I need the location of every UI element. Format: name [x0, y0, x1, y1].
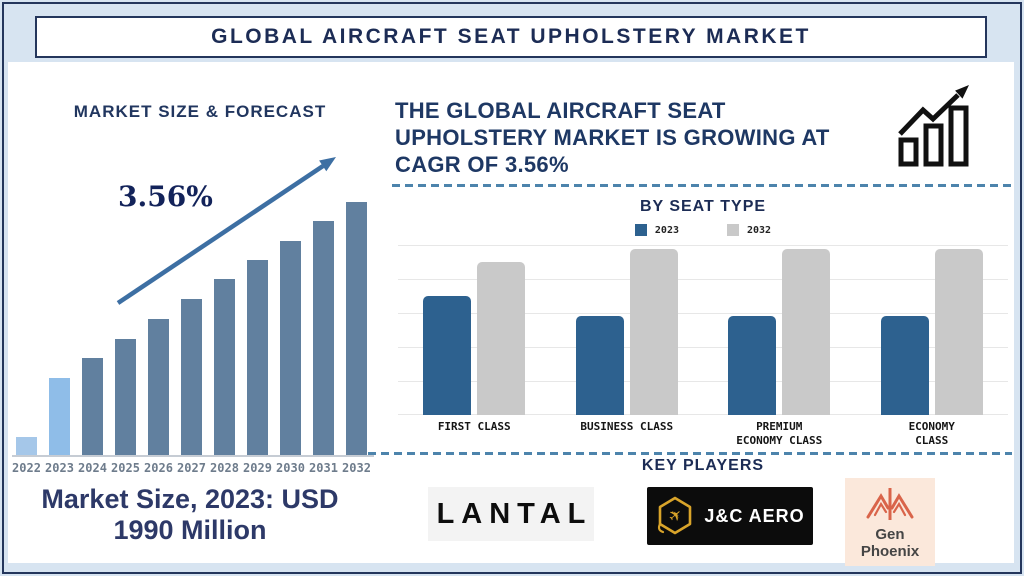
dashed-divider-top — [392, 184, 1012, 187]
cagr-percent-label: 3.56% — [118, 180, 213, 213]
gridline-2 — [398, 313, 1008, 314]
seat-type-heading: BY SEAT TYPE — [639, 198, 767, 215]
legend-label-2032: 2032 — [747, 224, 772, 236]
seat-bar-2032-1 — [629, 249, 678, 415]
key-players-heading: KEY PLAYERS — [641, 457, 765, 474]
seat-type-legend: 2023 2032 — [398, 224, 1008, 236]
market-bar-2030 — [280, 241, 301, 455]
year-label-2027: 2027 — [177, 461, 206, 475]
seat-bar-2023-2 — [728, 316, 777, 415]
seat-bar-2023-3 — [880, 316, 929, 415]
seat-bar-2032-2 — [782, 249, 831, 415]
seat-category-label-3: ECONOMY CLASS — [908, 420, 955, 447]
seat-category-label-2: PREMIUM ECONOMY CLASS — [736, 420, 823, 447]
seat-type-plot-area — [398, 245, 1008, 415]
year-label-2032: 2032 — [342, 461, 371, 475]
seat-type-bars — [398, 245, 1008, 415]
market-bar-2029 — [247, 260, 268, 455]
legend-item-2032: 2032 — [727, 224, 771, 236]
market-bar-2024 — [82, 358, 103, 455]
market-bar-2032 — [346, 202, 367, 455]
logo-gen-phoenix: Gen Phoenix — [845, 478, 935, 566]
trend-arrow-icon — [116, 157, 336, 305]
seat-bar-2023-0 — [423, 296, 472, 415]
market-size-heading: MARKET SIZE & FORECAST — [73, 102, 327, 121]
gridline-1 — [398, 279, 1008, 280]
market-size-note: Market Size, 2023: USD 1990 Million — [41, 484, 339, 545]
page-title: GLOBAL AIRCRAFT SEAT UPHOLSTERY MARKET — [211, 25, 811, 48]
market-bar-2023 — [49, 378, 70, 455]
year-label-2030: 2030 — [276, 461, 305, 475]
lantal-wordmark: LANTAL — [436, 497, 593, 530]
x-axis-line — [12, 455, 374, 457]
seat-category-label-1: BUSINESS CLASS — [580, 420, 674, 433]
legend-swatch-2023 — [634, 224, 647, 236]
growth-statement: THE GLOBAL AIRCRAFT SEAT UPHOLSTERY MARK… — [395, 98, 830, 177]
gridline-4 — [398, 381, 1008, 382]
logo-jc-aero: ✈ J&C AERO — [647, 487, 813, 545]
seat-type-category-labels: FIRST CLASS BUSINESS CLASS PREMIUM ECONOMY… — [398, 420, 1008, 448]
gridline-3 — [398, 347, 1008, 348]
seat-bar-2023-1 — [575, 316, 624, 415]
seat-group-2 — [703, 245, 856, 415]
market-bar-2028 — [214, 279, 235, 455]
legend-swatch-2032 — [727, 224, 739, 236]
year-label-2024: 2024 — [78, 461, 107, 475]
market-forecast-year-labels: 2022 2023 2024 2025 2026 2027 2028 2029 2030 2031… — [12, 461, 371, 477]
market-bar-2031 — [313, 221, 334, 455]
seat-group-3 — [856, 245, 1009, 415]
year-label-2028: 2028 — [210, 461, 239, 475]
seat-bar-2032-0 — [477, 262, 526, 415]
seat-group-0 — [398, 245, 551, 415]
logo-lantal: LANTAL — [428, 487, 594, 541]
legend-label-2023: 2023 — [654, 224, 679, 236]
growth-chart-icon — [898, 85, 969, 167]
jc-aero-hexagon-plane-icon: ✈ — [658, 496, 692, 535]
gen-phoenix-icon — [866, 487, 914, 520]
seat-bar-2032-3 — [934, 249, 983, 415]
market-bar-2025 — [115, 339, 136, 455]
dashed-divider-bottom — [368, 452, 1012, 455]
year-label-2026: 2026 — [144, 461, 173, 475]
svg-text:✈: ✈ — [666, 505, 687, 527]
seat-group-1 — [551, 245, 704, 415]
legend-item-2023: 2023 — [634, 224, 679, 236]
year-label-2031: 2031 — [309, 461, 338, 475]
market-bar-2027 — [181, 299, 202, 455]
year-label-2023: 2023 — [45, 461, 74, 475]
market-forecast-chart — [16, 195, 368, 455]
gridline-0 — [398, 245, 1008, 246]
gen-phoenix-wordmark: Gen Phoenix — [860, 525, 920, 560]
seat-category-label-0: FIRST CLASS — [437, 420, 511, 433]
year-label-2022: 2022 — [12, 461, 41, 475]
market-bar-2026 — [148, 319, 169, 455]
year-label-2025: 2025 — [111, 461, 140, 475]
market-bar-2022 — [16, 437, 37, 455]
jc-aero-wordmark: J&C AERO — [704, 505, 805, 526]
gridline-5 — [398, 414, 1008, 415]
year-label-2029: 2029 — [243, 461, 272, 475]
title-bar: GLOBAL AIRCRAFT SEAT UPHOLSTERY MARKET — [35, 16, 987, 58]
